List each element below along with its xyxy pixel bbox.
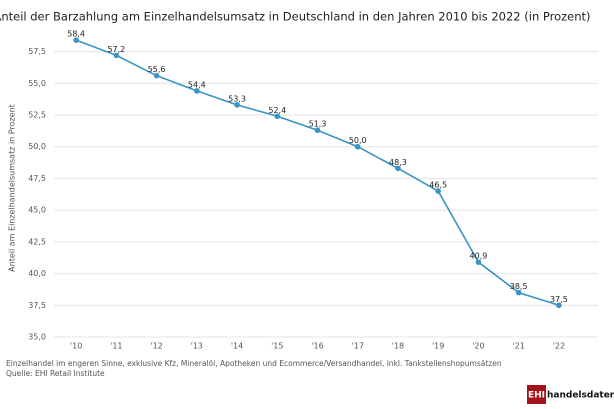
value-label: 37,5 <box>550 295 568 304</box>
x-tick-label: '17 <box>352 342 364 351</box>
point <box>274 113 281 120</box>
line <box>75 39 560 307</box>
point <box>395 165 401 172</box>
x-tick-label: '20 <box>472 342 484 351</box>
value-label: 53,3 <box>228 94 246 103</box>
value-label: 50,0 <box>349 136 367 145</box>
value-label: 55,6 <box>148 65 166 74</box>
point <box>113 52 120 59</box>
value-label: 48,3 <box>389 158 407 167</box>
point <box>354 143 361 150</box>
value-label: 54,4 <box>188 80 206 89</box>
value-label: 38,5 <box>510 282 528 291</box>
x-tick-label: '11 <box>110 342 122 351</box>
y-tick-label: 40,0 <box>28 269 46 278</box>
y-tick-label: 47,5 <box>28 174 46 183</box>
value-label: 58,4 <box>67 30 85 39</box>
x-tick-label: '10 <box>70 342 82 351</box>
y-tick-label: 45,0 <box>28 206 46 215</box>
logo-box-text: EHI <box>528 391 545 401</box>
source: Quelle: EHI Retail Institute <box>6 369 105 378</box>
y-tick-label: 50,0 <box>28 142 46 151</box>
point <box>153 72 160 79</box>
logo-text: handelsdaten.de <box>547 391 614 401</box>
y-tick-label: 37,5 <box>28 301 46 310</box>
value-label: 52,4 <box>268 106 286 115</box>
chart-title: Anteil der Barzahlung am Einzelhandelsum… <box>0 10 591 24</box>
x-tick-label: '12 <box>150 342 162 351</box>
value-label: 46,5 <box>429 181 447 190</box>
x-tick-label: '15 <box>271 342 283 351</box>
x-tick-label: '19 <box>432 342 444 351</box>
y-tick-label: 35,0 <box>28 333 46 342</box>
point <box>314 127 321 134</box>
value-label: 51,3 <box>309 120 327 129</box>
point <box>475 259 482 265</box>
point <box>194 88 200 94</box>
x-tick-label: '16 <box>311 342 323 351</box>
y-tick-label: 57,5 <box>28 47 46 56</box>
x-tick-label: '18 <box>392 342 404 351</box>
x-tick-label: '13 <box>191 342 203 351</box>
x-tick-label: '14 <box>231 342 243 351</box>
x-tick-label: '22 <box>553 342 565 351</box>
point <box>234 102 240 108</box>
value-label: 57,2 <box>107 45 125 54</box>
y-axis-label: Anteil am Einzelhandelsumsatz in Prozent <box>8 104 17 272</box>
point <box>73 37 79 43</box>
y-tick-label: 52,5 <box>28 110 46 119</box>
x-tick-label: '21 <box>512 342 524 351</box>
footnote: Einzelhandel im engeren Sinne, exklusive… <box>6 359 502 368</box>
point <box>556 302 562 309</box>
y-tick-label: 42,5 <box>28 237 46 246</box>
point <box>515 289 522 296</box>
point <box>435 188 441 194</box>
value-label: 40,9 <box>470 252 488 261</box>
y-tick-label: 55,0 <box>28 79 46 88</box>
logo-box <box>527 385 546 404</box>
